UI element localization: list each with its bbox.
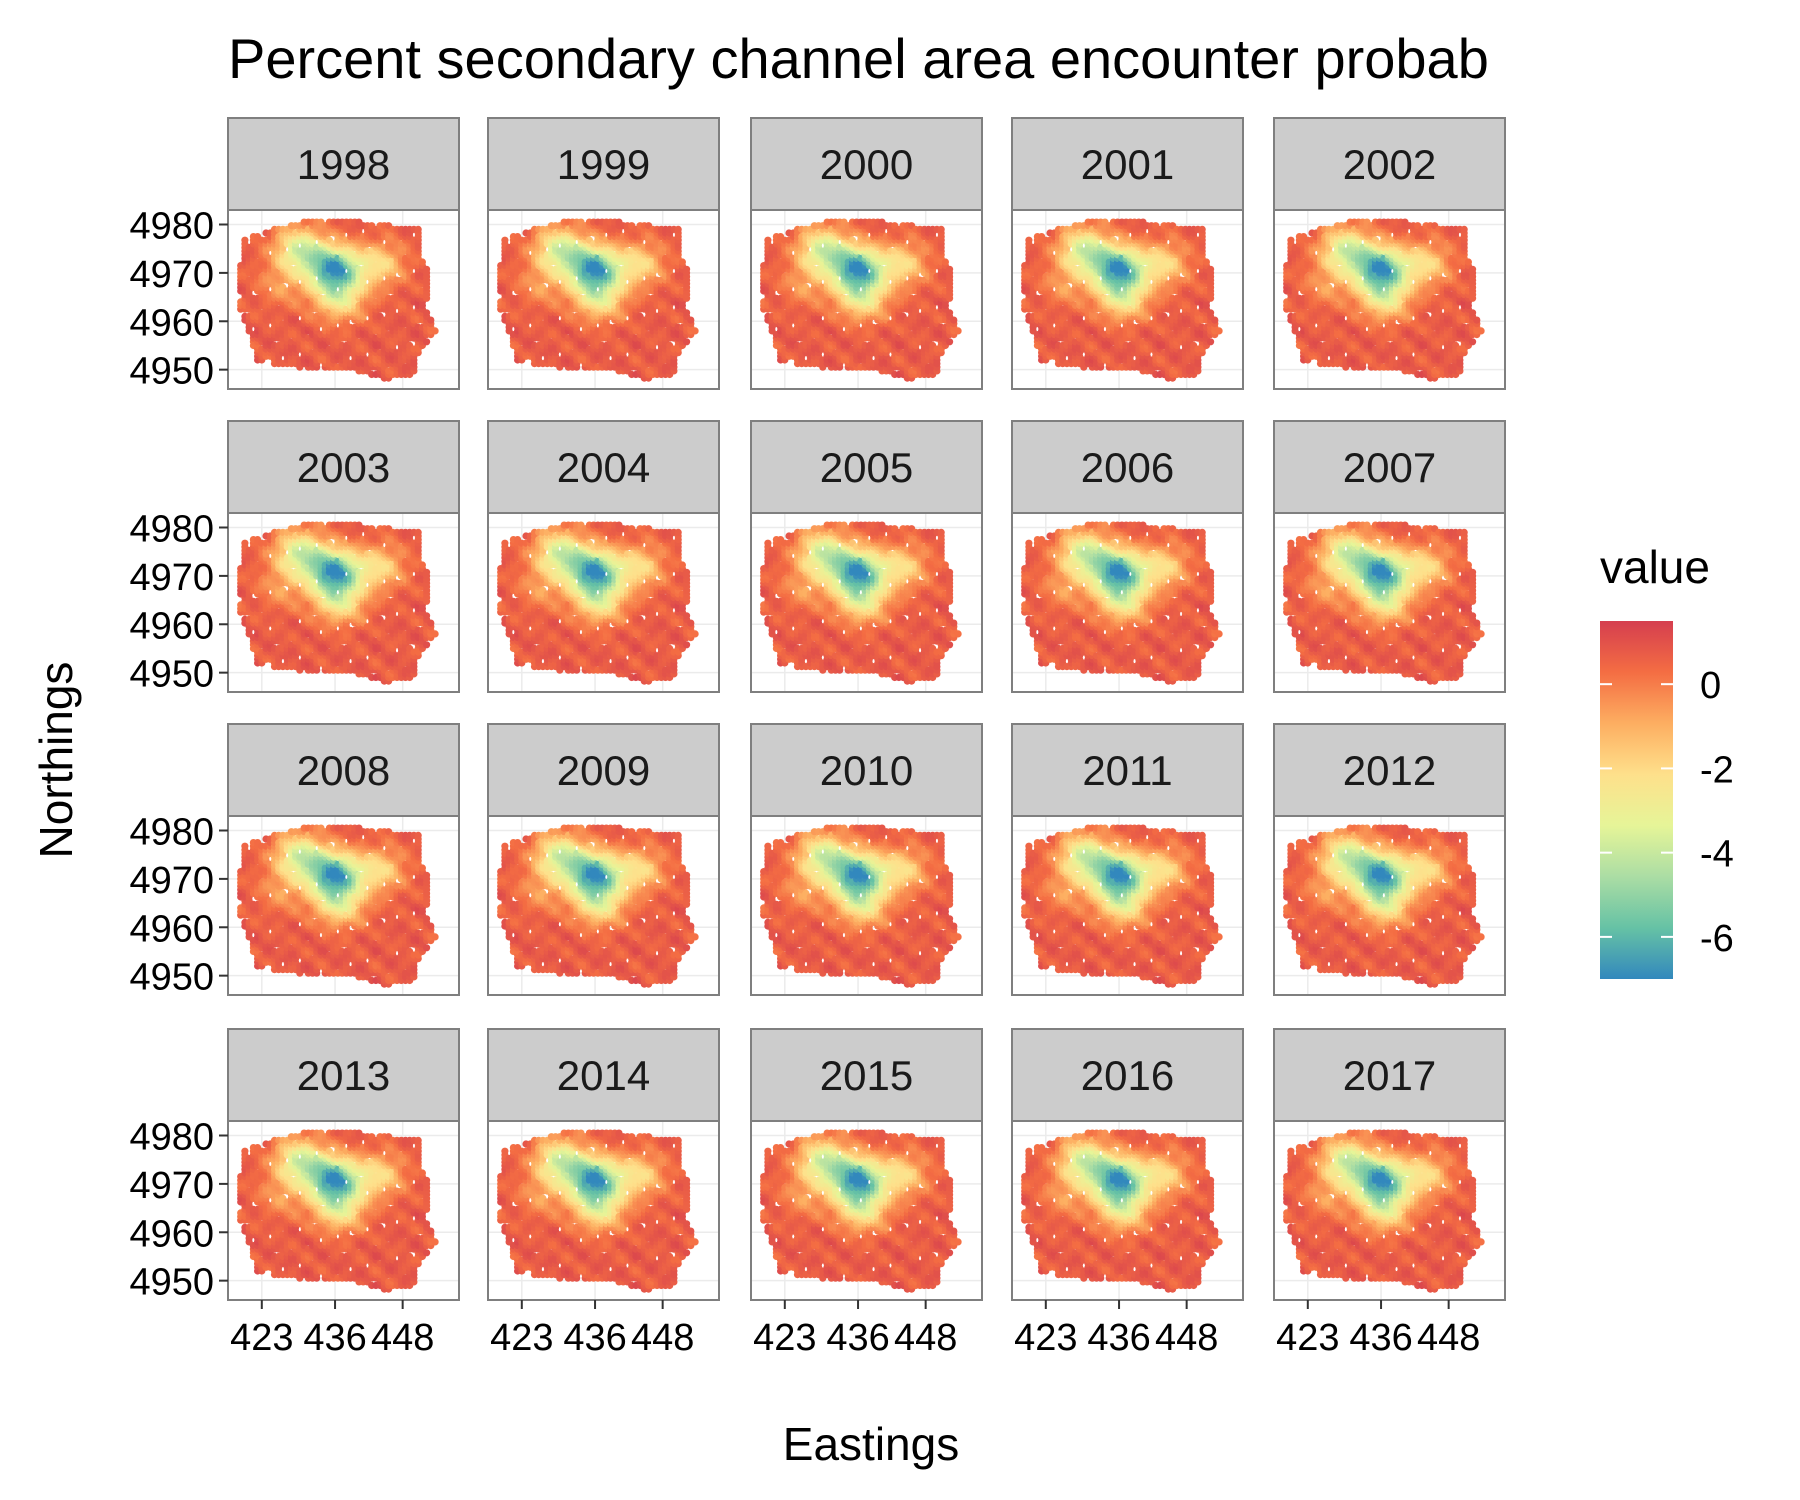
map-cell [683, 266, 690, 273]
map-cell [946, 309, 953, 316]
map-cells [497, 219, 699, 382]
map-cell [692, 327, 699, 334]
map-cell [423, 309, 430, 316]
map-cell [764, 237, 771, 244]
map-cell [1025, 237, 1032, 244]
map-cell [501, 237, 508, 244]
map-cell [432, 327, 439, 334]
facet-panel-2001: 2001 [1012, 118, 1243, 389]
facet-panel-1999: 1999 [488, 118, 719, 389]
facet-panel-1998: 1998 4950 4960 4970 4980 [129, 118, 459, 393]
y-tick-label: 4980 [129, 206, 214, 248]
map-cells [237, 219, 439, 382]
map-cell [423, 266, 430, 273]
map-cell [423, 338, 430, 345]
facet-strip-label: 2000 [820, 141, 913, 188]
map-cell [950, 317, 957, 324]
facet-strip-label: 1999 [557, 141, 650, 188]
y-tick-label: 4970 [129, 254, 214, 296]
map-cells [760, 219, 962, 382]
facet-panel-2000: 2000 [751, 118, 982, 389]
map-cell [675, 226, 682, 233]
y-tick-label: 4960 [129, 302, 214, 344]
chart-title: Percent secondary channel area encounter… [228, 27, 1489, 90]
map-cell [687, 317, 694, 324]
map-cell [946, 266, 953, 273]
map-cell [946, 338, 953, 345]
map-cell [427, 317, 434, 324]
map-cell [679, 258, 686, 265]
map-cell [938, 226, 945, 233]
y-tick-label: 4950 [129, 351, 214, 393]
map-cell [942, 258, 949, 265]
map-cell [419, 258, 426, 265]
map-cell [955, 327, 962, 334]
facet-strip-label: 1998 [297, 141, 390, 188]
map-cell [415, 226, 422, 233]
y-axis-title: Northings [30, 662, 82, 859]
facet-strip-label: 2001 [1081, 141, 1174, 188]
map-cell [241, 237, 248, 244]
map-cell [683, 309, 690, 316]
map-cell [683, 338, 690, 345]
map-cells [1021, 219, 1223, 382]
x-axis-title: Eastings [783, 1418, 959, 1470]
